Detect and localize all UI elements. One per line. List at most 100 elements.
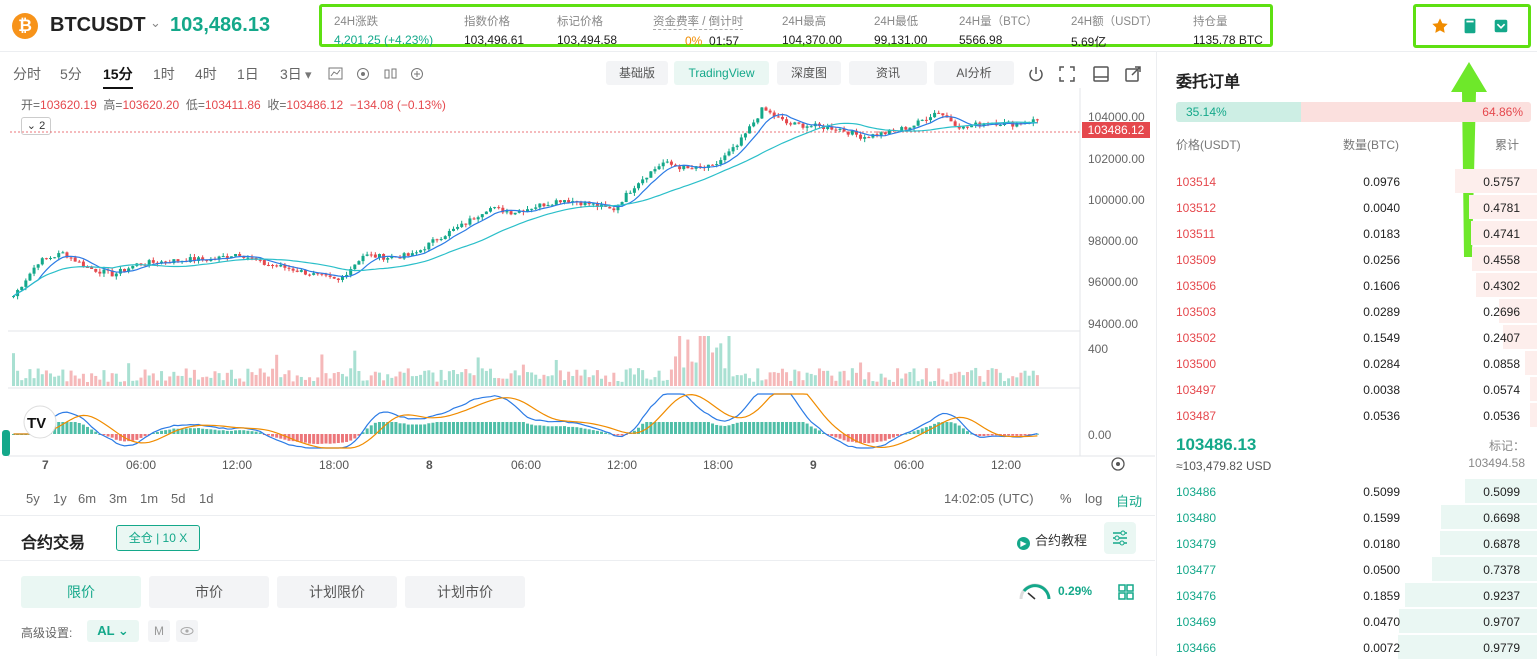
range-1y[interactable]: 1y (53, 491, 67, 506)
fullscreen-icon[interactable] (1058, 65, 1076, 83)
volume-bar (604, 375, 608, 386)
tf-1d[interactable]: 1日 (237, 66, 259, 82)
order-type-market[interactable]: 市价 (149, 576, 269, 608)
layout-icon[interactable] (1092, 65, 1110, 83)
view-basic[interactable]: 基础版 (606, 61, 668, 85)
log-scale-toggle[interactable]: log (1085, 491, 1103, 506)
order-type-plan-limit[interactable]: 计划限价 (277, 576, 397, 608)
power-icon[interactable] (1027, 65, 1045, 83)
candle-style-icon[interactable] (383, 67, 399, 81)
range-6m[interactable]: 6m (78, 491, 97, 506)
view-tradingview[interactable]: TradingView (674, 61, 769, 85)
ask-row[interactable]: 103503 0.0289 0.2696 (1157, 299, 1537, 325)
view-depth[interactable]: 深度图 (777, 61, 841, 85)
volume-bar (160, 371, 164, 386)
candle-body (534, 207, 538, 209)
trade-settings-button[interactable] (1104, 522, 1136, 554)
tf-4h[interactable]: 4时 (195, 66, 217, 82)
macd-bar (484, 422, 488, 434)
bid-row[interactable]: 103479 0.0180 0.6878 (1157, 531, 1537, 557)
share-icon[interactable] (1124, 65, 1142, 83)
macd-bar (197, 428, 201, 434)
pair-name[interactable]: BTCUSDT (50, 14, 146, 36)
bid-row[interactable]: 103486 0.5099 0.5099 (1157, 479, 1537, 505)
bid-row[interactable]: 103477 0.0500 0.7378 (1157, 557, 1537, 583)
candle-body (583, 201, 587, 206)
order-type-plan-market[interactable]: 计划市价 (405, 576, 525, 608)
ask-row[interactable]: 103487 0.0536 0.0536 (1157, 403, 1537, 429)
bid-row[interactable]: 103469 0.0470 0.9707 (1157, 609, 1537, 635)
ask-row[interactable]: 103509 0.0256 0.4558 (1157, 247, 1537, 273)
candle-body (645, 177, 649, 180)
margin-mode-button[interactable]: 全仓 | 10 X (116, 525, 200, 551)
volume-bar (398, 371, 402, 386)
utc-clock[interactable]: 14:02:05 (UTC) (944, 491, 1034, 506)
eye-icon[interactable] (176, 620, 198, 642)
indicator-toggle[interactable]: ⌄ 2 (21, 117, 51, 135)
ask-row[interactable]: 103506 0.1606 0.4302 (1157, 273, 1537, 299)
candle-body (419, 250, 423, 253)
chevron-down-icon[interactable]: ⌄ (150, 15, 161, 30)
volume-bar (542, 374, 546, 386)
volume-bar (830, 375, 834, 386)
ask-row[interactable]: 103514 0.0976 0.5757 (1157, 169, 1537, 195)
range-5y[interactable]: 5y (26, 491, 40, 506)
volume-bar (694, 362, 698, 386)
ask-row[interactable]: 103511 0.0183 0.4741 (1157, 221, 1537, 247)
star-icon[interactable] (1431, 17, 1449, 35)
add-icon[interactable] (410, 67, 426, 81)
candle-body (501, 207, 505, 213)
tf-5m[interactable]: 5分 (60, 66, 82, 82)
view-news[interactable]: 资讯 (849, 61, 927, 85)
range-1m[interactable]: 1m (140, 491, 159, 506)
auto-scale-toggle[interactable]: 自动 (1116, 494, 1143, 509)
advanced-al-select[interactable]: AL ⌄ (87, 620, 139, 642)
candle-body (151, 260, 155, 263)
indicator-icon[interactable] (356, 67, 372, 81)
candle-body (661, 162, 665, 167)
order-qty: 0.0256 (1363, 253, 1400, 267)
grid-icon[interactable] (1118, 584, 1134, 600)
candle-body (423, 249, 427, 251)
volume-bar (978, 376, 982, 386)
macd-bar (456, 422, 460, 434)
bid-row[interactable]: 103466 0.0072 0.9779 (1157, 635, 1537, 661)
tf-tick[interactable]: 分时 (13, 66, 41, 82)
ask-row[interactable]: 103502 0.1549 0.2407 (1157, 325, 1537, 351)
tf-more-chevron-icon[interactable]: ▾ (305, 67, 312, 82)
ask-row[interactable]: 103500 0.0284 0.0858 (1157, 351, 1537, 377)
chart-type-icon[interactable] (328, 67, 344, 81)
volume-bar (86, 381, 90, 386)
range-1d[interactable]: 1d (199, 491, 214, 506)
view-ai[interactable]: AI分析 (934, 61, 1014, 85)
mid-price: 103486.13 (1176, 435, 1257, 454)
tutorial-link[interactable]: ▶ 合约教程 (1017, 530, 1087, 550)
volume-bar (571, 375, 575, 386)
macd-bar (961, 428, 965, 434)
bid-row[interactable]: 103476 0.1859 0.9237 (1157, 583, 1537, 609)
ask-row[interactable]: 103497 0.0038 0.0574 (1157, 377, 1537, 403)
macd-bar (920, 428, 924, 434)
tf-3d[interactable]: 3日 (280, 66, 302, 82)
tf-1h[interactable]: 1时 (153, 66, 175, 82)
book-icon[interactable] (1461, 17, 1479, 35)
ask-row[interactable]: 103512 0.0040 0.4781 (1157, 195, 1537, 221)
percent-scale-toggle[interactable]: % (1060, 491, 1072, 506)
volume-bar (258, 368, 262, 386)
range-3m[interactable]: 3m (109, 491, 128, 506)
sidebar-handle[interactable] (2, 430, 10, 456)
depth-bar (1455, 169, 1537, 193)
tf-15m[interactable]: 15分 (103, 64, 133, 89)
price-chart[interactable]: TV (0, 88, 1155, 488)
range-5d[interactable]: 5d (171, 491, 186, 506)
chart-settings-icon[interactable] (1111, 457, 1125, 471)
bid-row[interactable]: 103480 0.1599 0.6698 (1157, 505, 1537, 531)
wallet-icon[interactable] (1492, 17, 1510, 35)
order-type-limit[interactable]: 限价 (21, 576, 141, 608)
volume-bar (974, 367, 978, 386)
stat-funding-rate[interactable]: 资金费率 / 倒计时 0% 01:57 (653, 13, 744, 48)
advanced-m-button[interactable]: M (148, 620, 170, 642)
macd-bar (1027, 434, 1031, 435)
candle-body (77, 261, 81, 263)
ohlc-readout: 开=103620.19 高=103620.20 低=103411.86 收=10… (21, 98, 446, 112)
